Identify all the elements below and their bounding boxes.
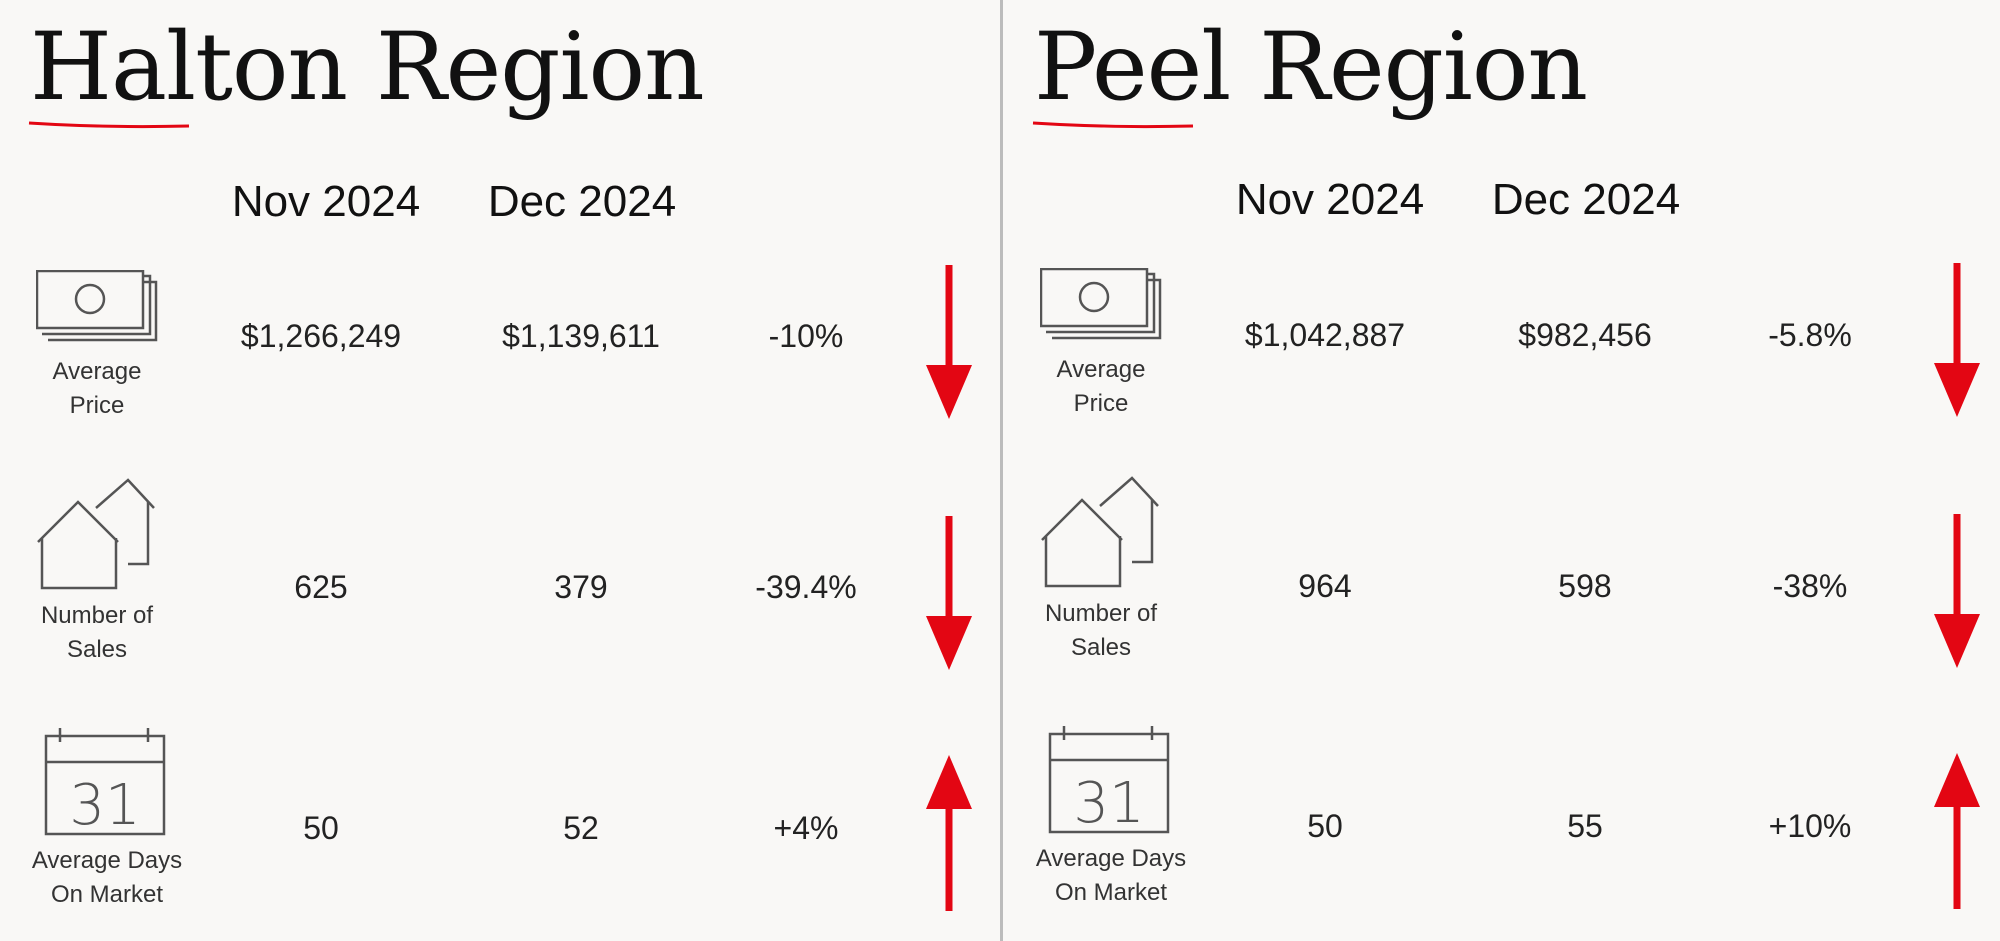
panel-divider	[1000, 0, 1003, 941]
row-label-average-price: Average Price	[1006, 353, 1196, 421]
change-average-days: +10%	[1768, 808, 1852, 844]
money-icon	[1040, 268, 1162, 340]
change-number-of-sales: -39.4%	[755, 569, 857, 605]
region-panel-halton: Halton Region Nov 2024 Dec 2024 Average …	[2, 13, 972, 912]
value-curr-average-days: 55	[1567, 808, 1603, 844]
value-prev-number-of-sales: 625	[294, 569, 348, 605]
column-header-dec: Dec 2024	[487, 177, 677, 226]
column-header-dec: Dec 2024	[1491, 175, 1681, 224]
value-prev-average-days: 50	[1307, 808, 1343, 844]
arrow-down-icon	[1934, 263, 1980, 417]
value-curr-number-of-sales: 598	[1558, 568, 1612, 604]
calendar-icon: 31	[1048, 726, 1170, 834]
calendar-icon: 31	[44, 728, 166, 836]
change-number-of-sales: -38%	[1772, 568, 1848, 604]
calendar-day-number: 31	[1073, 771, 1144, 834]
value-prev-average-price: $1,042,887	[1244, 317, 1406, 353]
row-label-line: Sales	[66, 636, 128, 663]
value-prev-average-days: 50	[303, 810, 339, 846]
value-prev-average-price: $1,266,249	[240, 318, 402, 354]
region-panel-peel: Peel Region Nov 2024 Dec 2024 Average Pr…	[1004, 0, 2000, 941]
row-label-line: On Market	[1054, 879, 1168, 906]
row-label-number-of-sales: Number of Sales	[2, 599, 192, 667]
column-header-nov: Nov 2024	[231, 177, 421, 226]
value-curr-number-of-sales: 379	[554, 569, 608, 605]
row-label-number-of-sales: Number of Sales	[1006, 597, 1196, 665]
value-curr-average-price: $982,456	[1518, 317, 1652, 353]
row-label-line: Price	[69, 392, 125, 419]
arrow-up-icon	[1934, 753, 1980, 909]
row-label-line: Average	[1056, 356, 1146, 383]
money-icon	[36, 270, 158, 342]
arrow-up-icon	[926, 755, 972, 911]
arrow-down-icon	[926, 265, 972, 419]
row-label-line: Sales	[1070, 634, 1132, 661]
row-label-average-price: Average Price	[2, 355, 192, 423]
change-average-days: +4%	[773, 810, 839, 846]
arrow-down-icon	[926, 516, 972, 670]
region-title: Peel Region	[1034, 13, 1588, 122]
row-label-line: Average	[52, 358, 142, 385]
change-average-price: -5.8%	[1768, 317, 1852, 353]
row-label-line: On Market	[50, 881, 164, 908]
row-label-average-days-on-market: Average Days On Market	[12, 844, 202, 912]
row-label-line: Average Days	[31, 847, 183, 874]
row-label-line: Average Days	[1035, 845, 1187, 872]
change-average-price: -10%	[768, 318, 844, 354]
title-underline	[1032, 121, 1194, 129]
calendar-day-number: 31	[69, 773, 140, 836]
value-prev-number-of-sales: 964	[1298, 568, 1352, 604]
house-icon	[37, 478, 155, 590]
value-curr-average-price: $1,139,611	[502, 318, 660, 354]
region-title: Halton Region	[30, 13, 705, 122]
house-icon	[1041, 476, 1159, 588]
row-label-average-days-on-market: Average Days On Market	[1016, 842, 1206, 910]
value-curr-average-days: 52	[563, 810, 599, 846]
row-label-line: Price	[1073, 390, 1129, 417]
arrow-down-icon	[1934, 514, 1980, 668]
title-underline	[28, 121, 190, 129]
row-label-line: Number of	[40, 602, 154, 629]
row-label-line: Number of	[1044, 600, 1158, 627]
column-header-nov: Nov 2024	[1235, 175, 1425, 224]
